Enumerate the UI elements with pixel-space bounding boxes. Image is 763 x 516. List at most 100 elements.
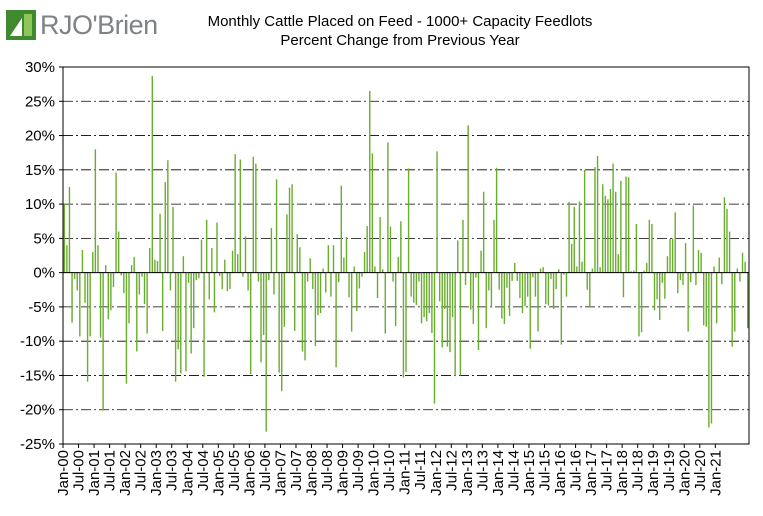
bar <box>671 238 674 273</box>
bar <box>620 180 622 273</box>
bar <box>257 272 260 282</box>
bar <box>381 269 384 273</box>
bar <box>446 272 449 347</box>
bar <box>273 272 275 295</box>
bar <box>431 272 433 333</box>
bar <box>247 272 249 291</box>
bar <box>726 208 728 273</box>
x-tick-label: Jan-21 <box>707 450 724 496</box>
bar <box>99 272 102 338</box>
bar <box>591 268 594 273</box>
bar <box>332 245 335 273</box>
y-tick-label: 5% <box>33 230 55 247</box>
bar <box>402 272 405 378</box>
bar <box>63 204 65 273</box>
x-tick-label: Jul-14 <box>505 450 522 491</box>
x-tick-label: Jul-10 <box>381 450 398 491</box>
bar <box>110 272 112 311</box>
bar <box>180 272 182 374</box>
bar <box>570 243 573 273</box>
bar <box>710 272 713 424</box>
bar <box>174 272 177 382</box>
bar <box>622 272 625 298</box>
bar <box>281 272 283 392</box>
bar <box>516 272 519 281</box>
bar <box>128 272 130 324</box>
bar <box>741 252 744 273</box>
bar <box>141 272 143 277</box>
bar <box>345 236 348 273</box>
x-tick-label: Jul-17 <box>599 450 616 491</box>
bar <box>356 272 358 312</box>
bar <box>708 272 710 428</box>
bar <box>648 219 651 273</box>
bar <box>715 272 718 324</box>
bar <box>348 272 350 298</box>
x-tick-label: Jul-11 <box>412 450 429 490</box>
bar <box>154 259 156 273</box>
bar <box>418 272 420 282</box>
bar <box>612 163 614 273</box>
bar <box>133 256 135 273</box>
x-tick-label: Jan-15 <box>521 450 538 496</box>
y-tick-label: -20% <box>20 402 55 419</box>
bar <box>185 272 187 372</box>
bar <box>459 272 462 376</box>
bar <box>283 272 286 327</box>
bar <box>249 272 252 375</box>
bar <box>746 272 749 329</box>
x-tick-label: Jan-17 <box>583 450 600 496</box>
bar <box>573 206 575 273</box>
bar <box>630 271 632 273</box>
x-tick-label: Jan-19 <box>645 450 662 496</box>
bar <box>226 272 229 292</box>
x-tick-label: Jan-18 <box>614 450 631 496</box>
bar <box>477 272 480 351</box>
bar <box>325 272 327 293</box>
bar <box>299 247 301 273</box>
bars <box>63 75 749 432</box>
logo-mark-icon <box>6 10 36 40</box>
bar <box>371 153 374 273</box>
bar <box>242 272 244 277</box>
x-tick-label: Jan-02 <box>117 450 134 496</box>
bar <box>190 272 192 354</box>
bar <box>485 272 487 329</box>
bar <box>723 197 726 273</box>
bar <box>713 266 715 273</box>
bar <box>198 272 200 279</box>
bar <box>123 272 125 294</box>
bar <box>376 272 379 298</box>
bar <box>138 272 141 295</box>
x-tick-label: Jul-04 <box>195 450 212 491</box>
bar <box>161 272 164 331</box>
bar <box>255 163 257 273</box>
bar <box>125 272 128 384</box>
bar <box>94 149 97 273</box>
bar <box>97 245 99 273</box>
bar <box>143 272 146 305</box>
bar <box>84 272 86 303</box>
bar <box>234 154 236 273</box>
bar <box>524 272 526 307</box>
bar <box>646 263 648 273</box>
bar <box>216 222 218 273</box>
bar <box>213 272 216 313</box>
bar <box>700 252 702 273</box>
bar <box>193 272 195 329</box>
bar <box>343 257 345 273</box>
bar <box>426 272 428 322</box>
bar <box>565 272 568 297</box>
bar <box>508 272 511 316</box>
x-tick-label: Jan-00 <box>55 450 72 496</box>
bar <box>467 125 469 273</box>
bar <box>433 272 436 404</box>
brand-logo: RJO'Brien <box>6 6 166 44</box>
bar <box>146 272 148 334</box>
bar <box>718 257 720 273</box>
bar <box>309 258 311 273</box>
y-tick-label: 15% <box>25 162 55 179</box>
bar <box>169 272 172 291</box>
y-tick-label: -10% <box>20 333 55 350</box>
bar <box>314 272 317 346</box>
